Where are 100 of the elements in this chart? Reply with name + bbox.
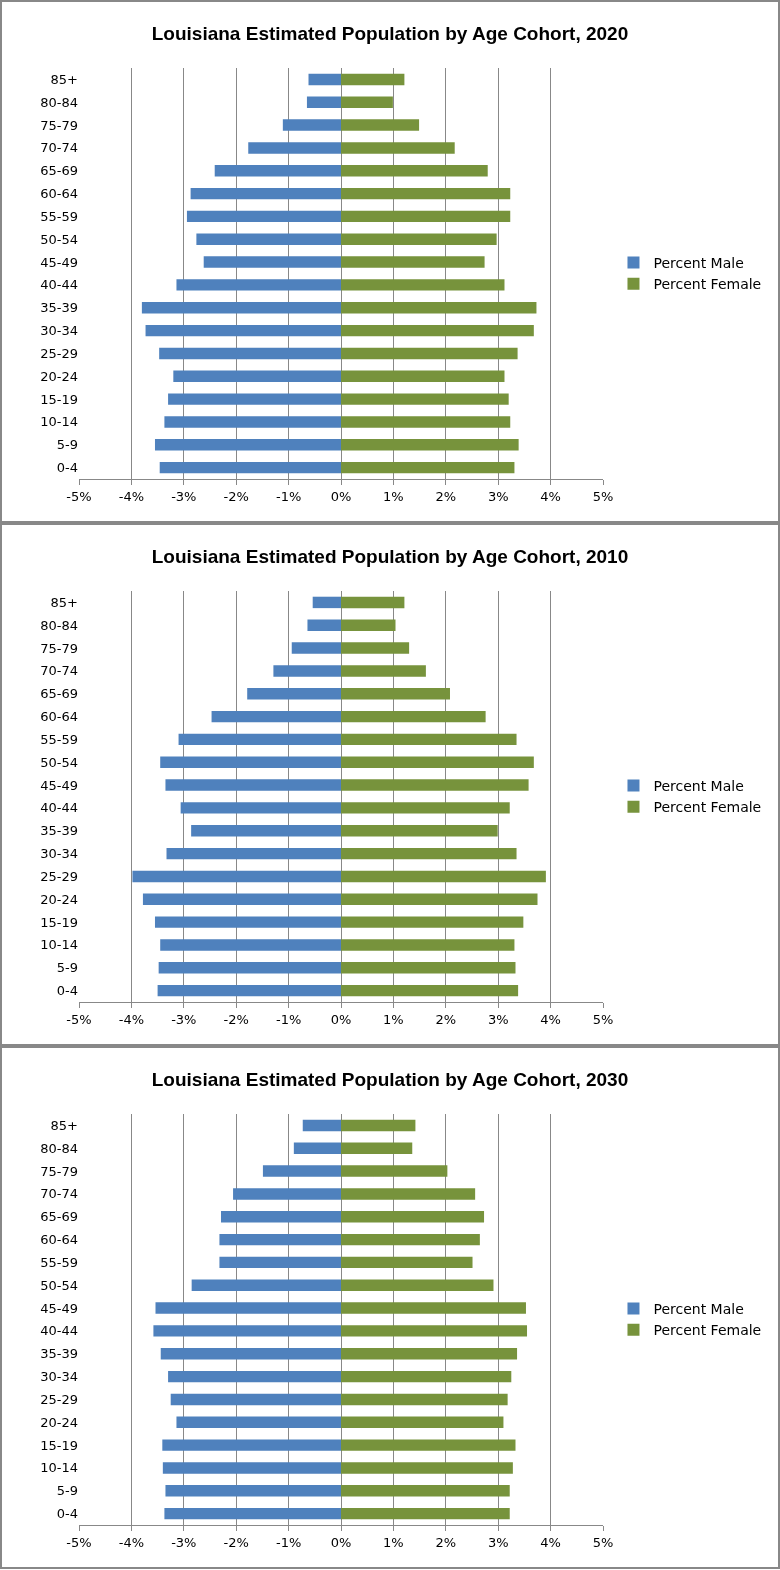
bar	[282, 119, 341, 131]
bar	[170, 1393, 341, 1406]
chart-title: Louisiana Estimated Population by Age Cohort, 2020	[151, 22, 629, 44]
x-tick-label: -1%	[275, 488, 302, 504]
bar	[341, 916, 524, 928]
bar	[165, 779, 341, 791]
y-tick-label: 10-14	[40, 414, 78, 430]
bar	[159, 461, 341, 474]
y-tick-label: 30-34	[40, 846, 78, 862]
bar	[165, 1485, 341, 1497]
y-tick-label: 35-39	[40, 1346, 78, 1362]
bar	[341, 119, 420, 131]
bar	[262, 1165, 341, 1177]
bar	[341, 596, 405, 609]
y-tick-label: 20-24	[40, 891, 78, 907]
y-tick-label: 65-69	[40, 163, 78, 179]
x-tick-label: -3%	[171, 1011, 197, 1027]
y-tick-label: 80-84	[40, 1140, 78, 1156]
bar	[341, 302, 537, 314]
x-tick-label: 5%	[592, 1534, 614, 1550]
y-tick-label: 0-4	[56, 460, 78, 476]
bar	[186, 210, 341, 223]
bar	[341, 1348, 518, 1360]
y-tick-label: 50-54	[40, 231, 78, 247]
y-tick-label: 50-54	[40, 754, 78, 770]
bar	[160, 756, 341, 768]
bar	[341, 1188, 476, 1200]
x-tick-label: 2%	[435, 488, 457, 504]
y-tick-label: 0-4	[56, 983, 78, 999]
bar	[341, 1119, 416, 1132]
x-tick-label: 3%	[487, 1534, 509, 1550]
bar	[308, 73, 341, 86]
x-tick-label: -1%	[275, 1011, 302, 1027]
bar	[341, 187, 511, 200]
bar	[157, 984, 341, 997]
bar	[293, 1142, 341, 1154]
y-tick-label: 55-59	[40, 208, 78, 224]
bar	[341, 984, 519, 997]
y-tick-label: 40-44	[40, 800, 78, 816]
y-tick-label: 25-29	[40, 1391, 78, 1407]
bar	[341, 893, 538, 905]
x-tick-label: -1%	[275, 1534, 302, 1550]
bar	[168, 1370, 341, 1383]
y-tick-label: 15-19	[40, 391, 78, 407]
y-tick-label: 50-54	[40, 1277, 78, 1293]
y-tick-label: 85+	[50, 71, 78, 87]
x-tick-label: 2%	[435, 1011, 457, 1027]
bar	[176, 279, 341, 291]
y-tick-label: 45-49	[40, 254, 78, 270]
x-tick-label: -4%	[118, 1534, 145, 1550]
x-tick-label: 3%	[487, 1011, 509, 1027]
y-tick-label: 20-24	[40, 1414, 78, 1430]
y-tick-label: 75-79	[40, 117, 78, 133]
bar	[160, 939, 341, 951]
bar	[154, 439, 341, 451]
y-tick-label: 85+	[50, 594, 78, 610]
bar	[341, 96, 393, 108]
bar	[190, 187, 341, 200]
y-tick-label: 5-9	[56, 960, 78, 976]
bar	[341, 733, 517, 746]
bar	[341, 142, 455, 154]
y-tick-label: 15-19	[40, 1437, 78, 1453]
bar	[132, 870, 341, 883]
y-tick-label: 60-64	[40, 186, 78, 202]
bar	[180, 802, 341, 814]
y-tick-label: 35-39	[40, 300, 78, 316]
bar	[155, 1302, 341, 1314]
bar	[219, 1233, 341, 1246]
bar	[302, 1119, 341, 1132]
bar	[176, 1416, 341, 1428]
bar	[341, 1485, 510, 1497]
bar	[341, 779, 529, 791]
x-tick-label: 1%	[383, 488, 404, 504]
bar	[341, 1256, 473, 1269]
y-tick-label: 15-19	[40, 914, 78, 930]
x-tick-label: 5%	[592, 488, 614, 504]
bar	[341, 688, 450, 700]
x-tick-label: -2%	[223, 488, 249, 504]
bar	[341, 1279, 494, 1291]
bar	[221, 1211, 341, 1223]
bar	[341, 1416, 504, 1428]
bar	[214, 165, 341, 177]
bar	[141, 302, 341, 314]
legend-label: Percent Female	[653, 799, 762, 816]
bar	[341, 847, 517, 860]
x-tick-label: -3%	[171, 488, 197, 504]
x-tick-label: 1%	[383, 1534, 404, 1550]
bar	[341, 665, 426, 677]
legend-label: Percent Male	[653, 778, 744, 795]
x-tick-label: 0%	[330, 488, 352, 504]
y-tick-label: 20-24	[40, 368, 78, 384]
y-tick-label: 35-39	[40, 823, 78, 839]
y-tick-label: 25-29	[40, 868, 78, 884]
bar	[248, 142, 341, 154]
bar	[312, 596, 341, 609]
x-tick-label: -5%	[66, 488, 92, 504]
bar	[341, 1462, 513, 1474]
bar	[341, 619, 396, 631]
bar	[341, 939, 515, 951]
x-tick-label: 3%	[487, 488, 509, 504]
